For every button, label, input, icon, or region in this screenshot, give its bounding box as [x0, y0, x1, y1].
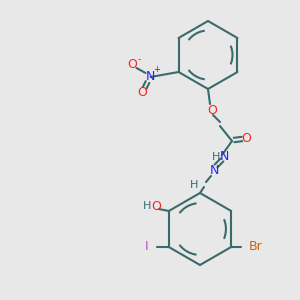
- Text: H: H: [212, 152, 220, 162]
- Text: +: +: [153, 64, 160, 74]
- Text: O: O: [151, 200, 161, 212]
- Text: Br: Br: [248, 241, 262, 254]
- Text: N: N: [209, 164, 219, 178]
- Text: -: -: [138, 54, 141, 64]
- Text: H: H: [190, 180, 198, 190]
- Text: N: N: [146, 70, 155, 83]
- Text: H: H: [142, 201, 151, 211]
- Text: N: N: [219, 151, 229, 164]
- Text: O: O: [207, 103, 217, 116]
- Text: O: O: [138, 86, 148, 100]
- Text: O: O: [128, 58, 137, 71]
- Text: O: O: [241, 133, 251, 146]
- Text: I: I: [145, 241, 148, 254]
